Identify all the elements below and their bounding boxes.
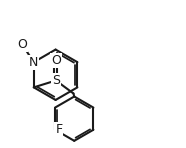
Text: O: O: [17, 38, 27, 51]
Text: N: N: [29, 56, 39, 69]
Text: O: O: [51, 54, 61, 67]
Text: F: F: [55, 123, 62, 136]
Text: S: S: [52, 74, 60, 87]
